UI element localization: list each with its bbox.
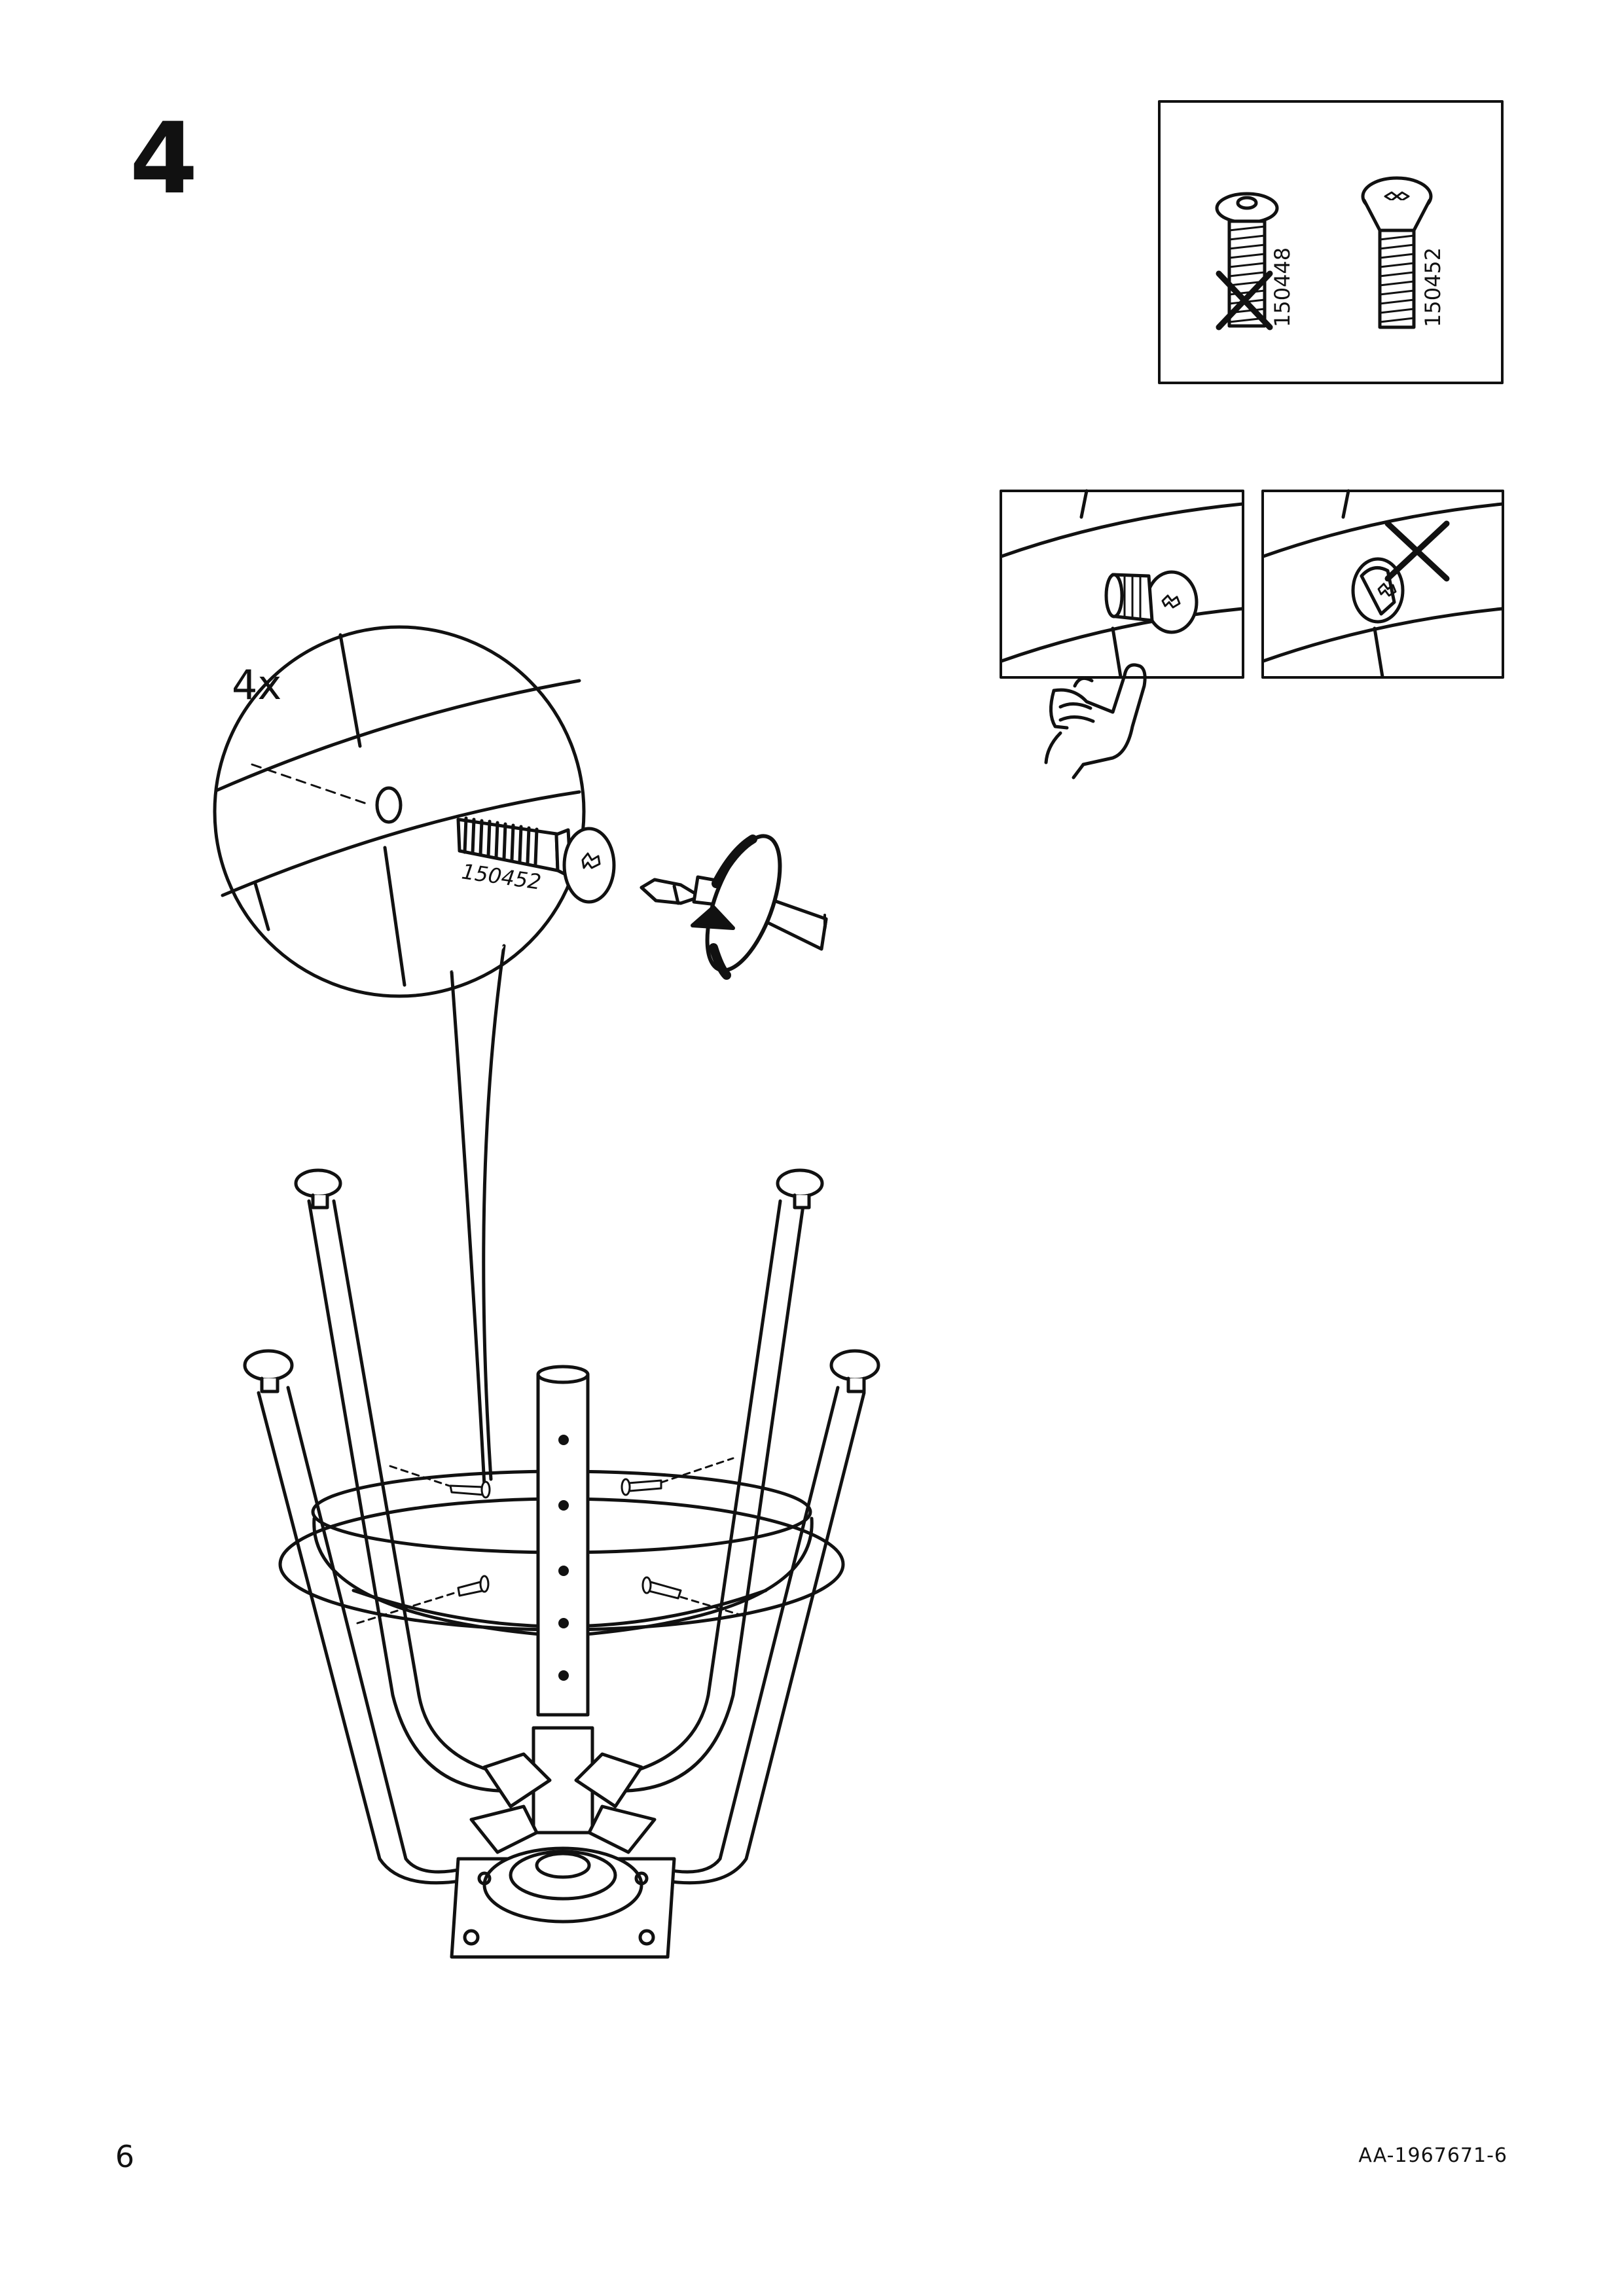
screw-150448 (1215, 192, 1279, 331)
quantity-label: 4x (232, 661, 281, 709)
screw-reference-box: 150448 150452 (1158, 100, 1504, 384)
pointing-hand-icon (1044, 663, 1147, 780)
screw-150452 (1361, 176, 1433, 329)
detail-magnifier: 150452 (213, 625, 616, 1488)
rotate-clockwise-icon (691, 834, 782, 980)
page-number: 6 (115, 2139, 135, 2174)
cross-mark-icon (1384, 520, 1450, 582)
cross-mark-icon (1216, 270, 1273, 331)
correct-tightening-panel (1000, 489, 1244, 679)
document-id: AA-1967671-6 (1358, 2144, 1507, 2167)
screw-code-150452: 150452 (1420, 247, 1445, 327)
incorrect-tightening-panel (1261, 489, 1504, 679)
stool-frame (243, 1168, 880, 1959)
screw-code-150448: 150448 (1270, 247, 1295, 327)
step-number: 4 (130, 102, 198, 216)
